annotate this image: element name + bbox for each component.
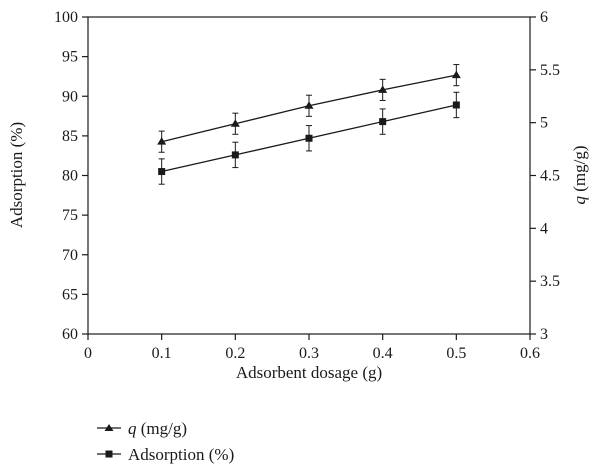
right-y-tick-label: 5.5 — [540, 62, 560, 79]
legend-item-adsorption: Adsorption (%) — [97, 445, 234, 464]
data-point-triangle — [230, 119, 240, 127]
right-y-axis-title: q (mg/g) — [570, 145, 589, 204]
legend: q (mg/g) Adsorption (%) — [97, 419, 234, 464]
right-y-tick-label: 4.5 — [540, 168, 560, 185]
x-tick-label: 0.5 — [446, 345, 466, 362]
x-tick-label: 0.3 — [299, 345, 319, 362]
x-tick-label: 0.6 — [520, 345, 540, 362]
left-y-tick-label: 60 — [62, 326, 78, 343]
left-y-tick-label: 75 — [62, 207, 78, 224]
x-tick-label: 0.2 — [225, 345, 245, 362]
data-point-square — [452, 101, 460, 109]
series-0 — [157, 64, 461, 153]
right-y-tick-label: 6 — [540, 9, 548, 26]
left-y-tick-label: 65 — [62, 286, 78, 303]
legend-label-adsorption: Adsorption (%) — [128, 445, 234, 464]
right-y-axis-ticks: 3 3.5 4 4.5 5 5.5 6 — [530, 9, 560, 343]
left-y-tick-label: 95 — [62, 49, 78, 66]
left-y-axis-ticks: 60 65 70 75 80 85 90 95 100 — [54, 9, 88, 343]
data-point-square — [231, 151, 239, 159]
right-y-tick-label: 3.5 — [540, 273, 560, 290]
legend-item-q: q (mg/g) — [97, 419, 187, 438]
left-y-tick-label: 100 — [54, 9, 78, 26]
legend-triangle-marker — [104, 424, 114, 431]
x-axis-title: Adsorbent dosage (g) — [236, 363, 382, 382]
right-y-tick-label: 5 — [540, 115, 548, 132]
left-y-axis-title: Adsorption (%) — [7, 122, 26, 228]
left-y-tick-label: 70 — [62, 247, 78, 264]
left-y-tick-label: 90 — [62, 88, 78, 105]
right-y-tick-label: 3 — [540, 326, 548, 343]
data-point-square — [379, 118, 387, 126]
x-axis-ticks: 0 0.1 0.2 0.3 0.4 0.5 0.6 — [84, 334, 540, 362]
data-point-triangle — [378, 85, 388, 93]
series-layer — [157, 64, 461, 185]
left-y-tick-label: 80 — [62, 168, 78, 185]
right-y-axis-title-unit: (mg/g) — [570, 145, 589, 196]
data-point-triangle — [157, 137, 167, 145]
series-1 — [158, 91, 460, 185]
data-point-triangle — [304, 101, 314, 109]
plot-frame — [87, 16, 531, 335]
right-y-tick-label: 4 — [540, 220, 548, 237]
data-point-triangle — [451, 70, 461, 79]
data-point-square — [305, 134, 313, 142]
right-y-axis-title-q: q — [570, 196, 589, 205]
x-tick-label: 0 — [84, 345, 92, 362]
x-tick-label: 0.1 — [152, 345, 172, 362]
data-point-square — [158, 168, 166, 176]
legend-label-q: q (mg/g) — [128, 419, 187, 438]
left-y-tick-label: 85 — [62, 128, 78, 145]
legend-square-marker — [105, 450, 113, 458]
x-tick-label: 0.4 — [373, 345, 393, 362]
